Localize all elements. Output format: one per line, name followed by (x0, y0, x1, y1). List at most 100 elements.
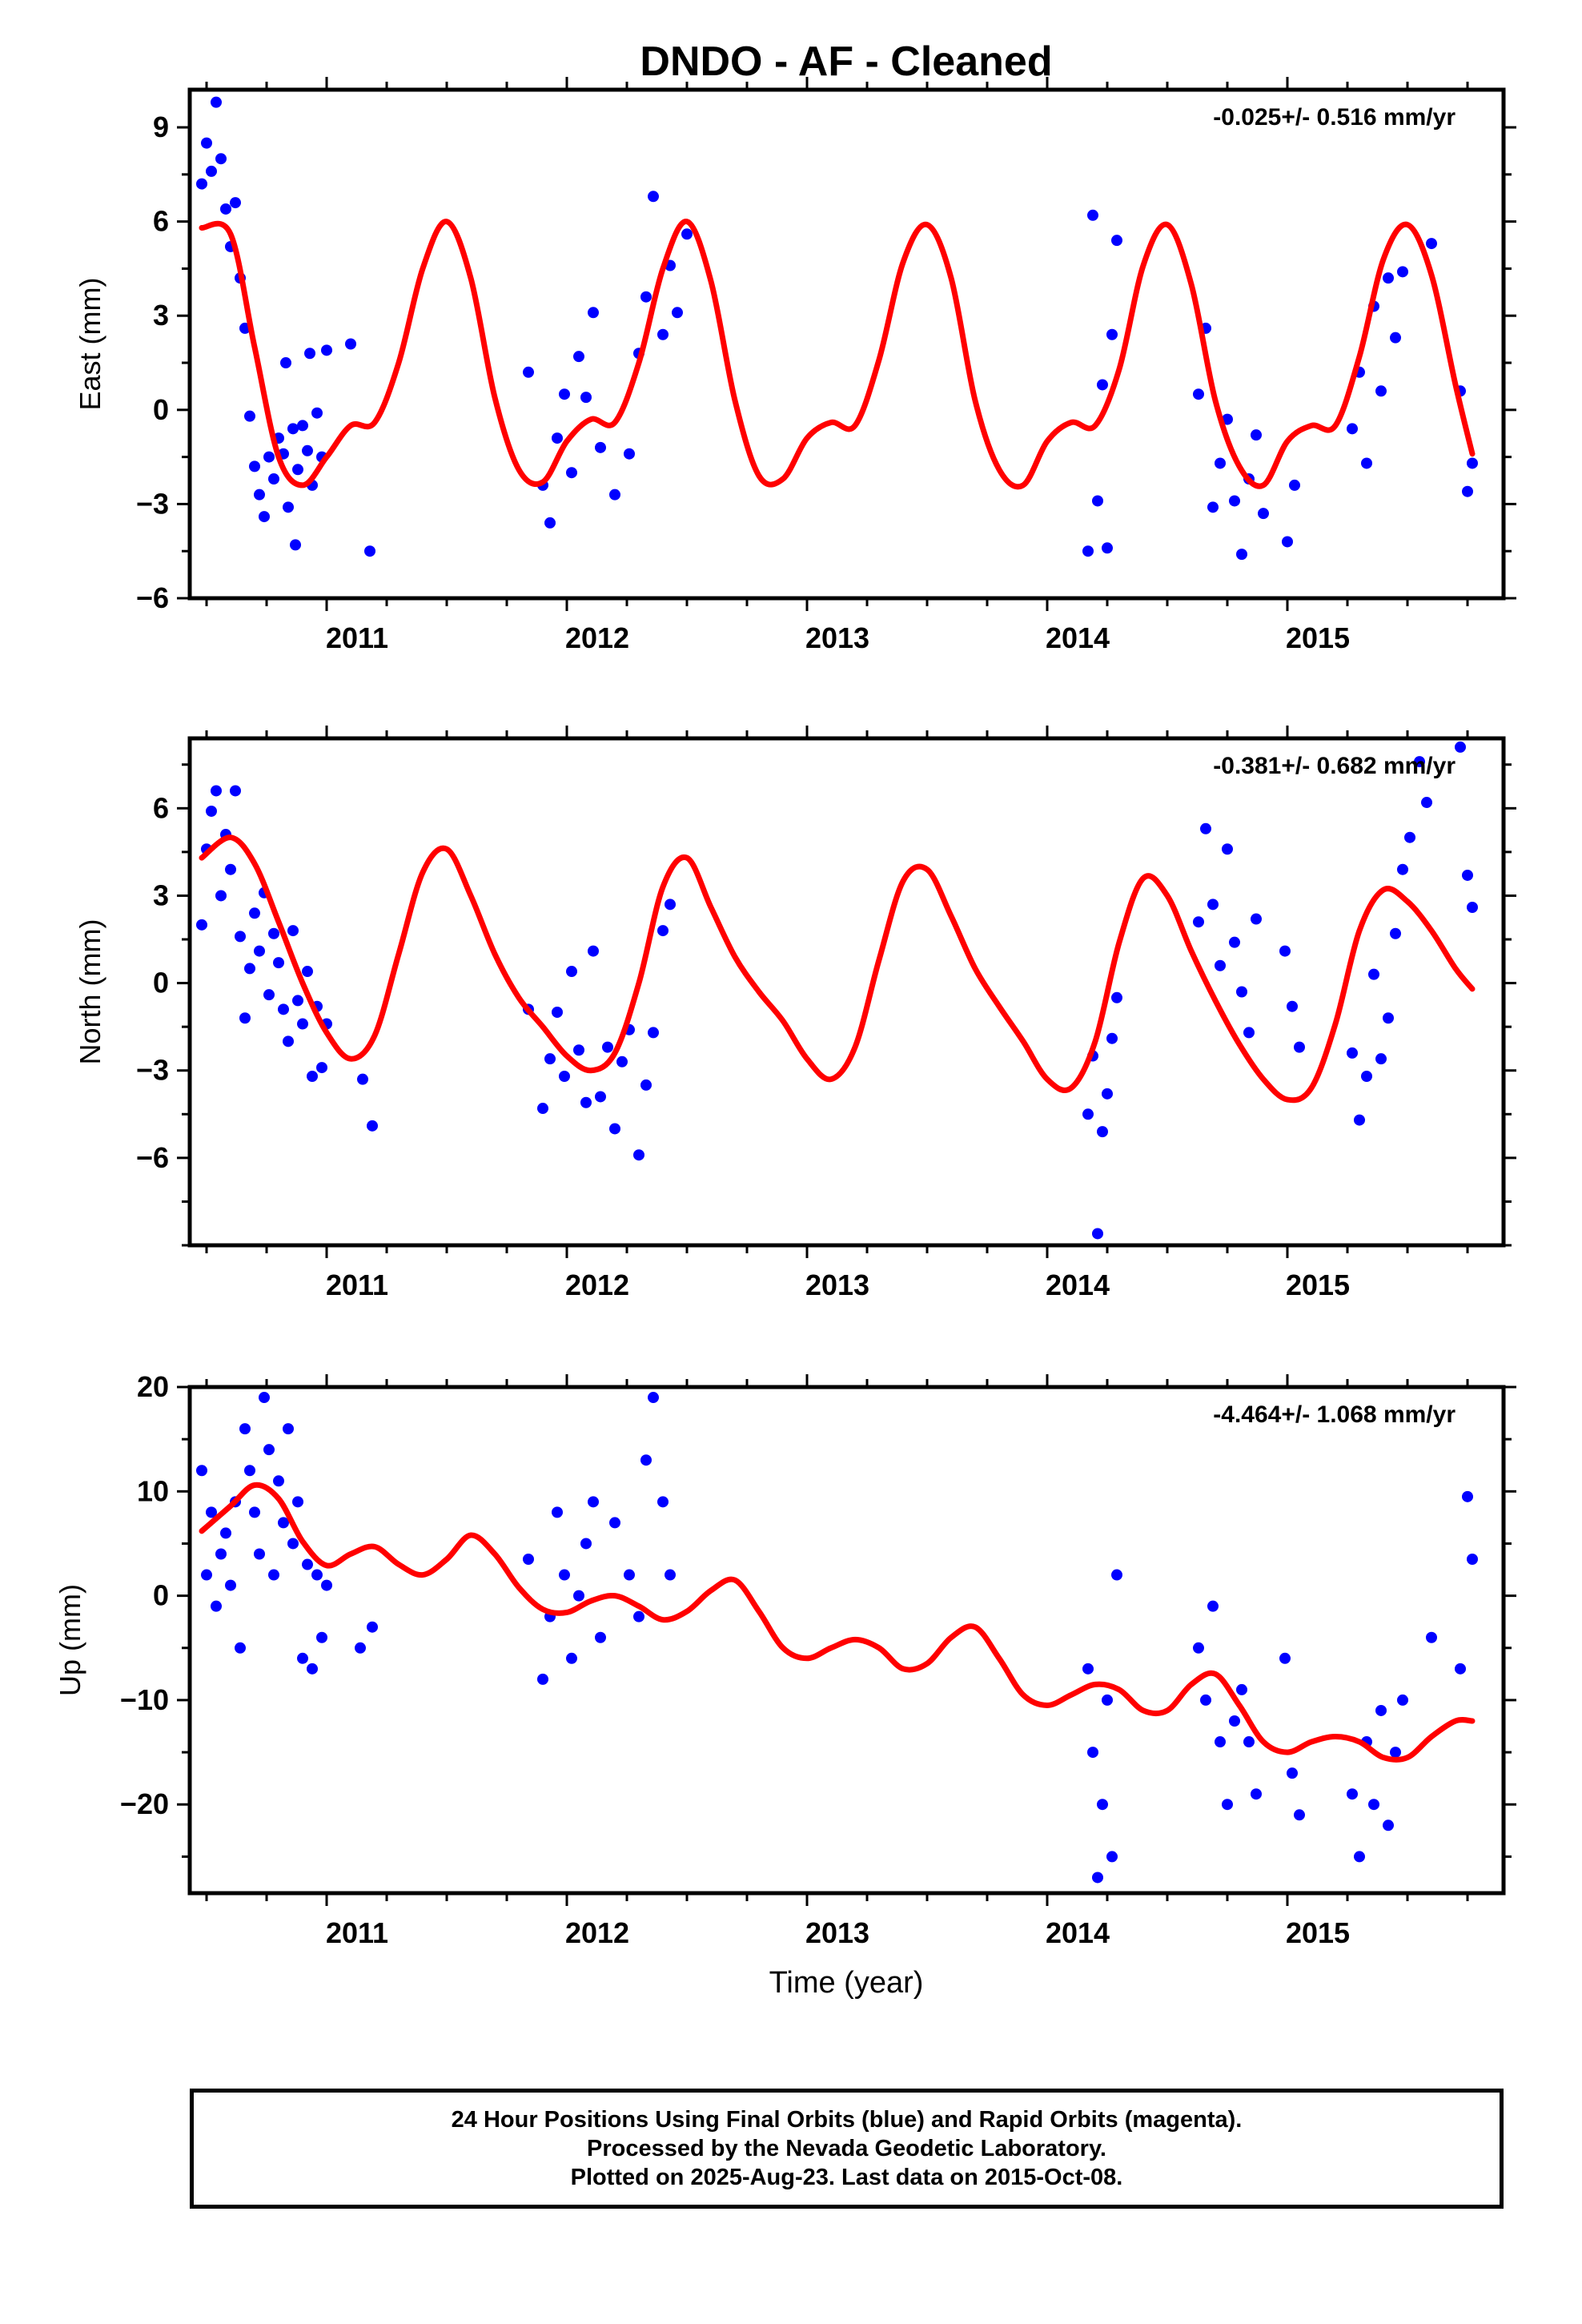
up-data-point (1397, 1694, 1408, 1706)
up-data-point (244, 1465, 255, 1477)
north-data-point (1467, 902, 1478, 913)
north-data-point (254, 945, 265, 957)
up-data-point (1455, 1663, 1466, 1675)
footer-line-2: Processed by the Nevada Geodetic Laborat… (587, 2136, 1106, 2161)
east-data-point (1111, 235, 1122, 247)
north-data-point (616, 1055, 628, 1068)
up-data-point (537, 1673, 548, 1685)
north-x-tick-label: 2015 (1286, 1269, 1350, 1301)
up-data-point (1215, 1736, 1226, 1748)
north-data-point (588, 945, 599, 957)
north-data-point (566, 966, 577, 978)
up-data-point (1229, 1715, 1240, 1727)
footer-line-3: Plotted on 2025-Aug-23. Last data on 201… (570, 2165, 1123, 2190)
north-data-point (206, 805, 217, 817)
east-y-tick-label: 6 (153, 205, 169, 238)
east-data-point (1087, 209, 1098, 221)
north-data-point (1397, 863, 1408, 875)
up-data-point (196, 1465, 207, 1477)
up-data-point (1368, 1799, 1379, 1811)
east-data-point (1361, 457, 1372, 469)
east-data-point (609, 489, 620, 501)
north-data-point (357, 1073, 368, 1085)
north-data-point (1200, 822, 1211, 834)
east-y-axis-label: East (mm) (74, 278, 106, 411)
up-data-point (278, 1517, 289, 1529)
east-data-point (215, 153, 227, 165)
up-data-point (1102, 1694, 1113, 1706)
up-data-point (1106, 1851, 1118, 1863)
up-data-point (316, 1631, 327, 1643)
east-data-point (230, 197, 241, 209)
panel-east: 2011 2012 2013 2014 2015 −6 −3 0 3 6 9 East (mm) -… (74, 77, 1516, 654)
east-data-point (566, 467, 577, 479)
up-data-point (1390, 1747, 1401, 1759)
north-data-point (307, 1071, 318, 1082)
up-data-point (580, 1538, 592, 1550)
up-data-point (367, 1621, 378, 1633)
east-data-point (573, 351, 584, 363)
up-data-point (302, 1558, 313, 1570)
north-data-point (196, 919, 207, 931)
north-data-point (1462, 869, 1473, 881)
up-data-point (1097, 1799, 1108, 1811)
up-data-point (1354, 1851, 1365, 1863)
up-data-point (1200, 1694, 1211, 1706)
east-x-tick-label: 2014 (1046, 621, 1110, 654)
east-data-point (1289, 479, 1300, 491)
north-x-tick-label: 2014 (1046, 1269, 1110, 1301)
north-data-point (215, 890, 227, 902)
east-fit-line (199, 219, 1476, 490)
east-plot-area (196, 96, 1478, 561)
north-data-point (609, 1123, 620, 1135)
east-data-point (1258, 508, 1269, 520)
east-data-point (1222, 413, 1233, 425)
east-data-point (552, 432, 563, 444)
up-data-point (1193, 1642, 1204, 1654)
up-data-point (239, 1423, 251, 1435)
north-data-point (552, 1006, 563, 1018)
east-x-tick-label: 2015 (1286, 621, 1350, 654)
up-data-point (311, 1569, 323, 1581)
north-plot-area (196, 741, 1478, 1240)
north-data-point (1279, 945, 1291, 957)
up-x-tick-label: 2011 (326, 1916, 388, 1949)
up-data-point (657, 1496, 669, 1508)
north-y-tick-label: −3 (136, 1054, 169, 1087)
north-plot-frame (187, 736, 1506, 1248)
north-data-point (273, 957, 284, 969)
up-data-point (355, 1642, 366, 1654)
east-data-point (211, 96, 222, 108)
north-data-point (1207, 899, 1219, 911)
north-data-point (602, 1041, 613, 1053)
north-data-point (249, 907, 260, 919)
east-data-point (1467, 457, 1478, 469)
east-data-point (1383, 272, 1394, 284)
east-data-point (1462, 485, 1473, 497)
east-data-point (206, 165, 217, 177)
east-data-point (1375, 385, 1387, 397)
east-data-point (304, 348, 315, 360)
up-data-point (1111, 1569, 1122, 1581)
north-data-point (1361, 1071, 1372, 1082)
up-data-point (1087, 1747, 1098, 1759)
north-data-point (1236, 986, 1247, 998)
up-data-point (1467, 1554, 1478, 1566)
east-data-point (1282, 536, 1293, 548)
north-data-point (297, 1018, 308, 1030)
north-x-tick-label: 2012 (565, 1269, 629, 1301)
up-data-point (624, 1569, 635, 1581)
up-data-point (215, 1548, 227, 1560)
up-data-point (1092, 1872, 1103, 1884)
north-data-point (1390, 927, 1401, 939)
east-rate-label: -0.025+/- 0.516 mm/yr (1213, 104, 1456, 131)
up-y-tick-label: 10 (137, 1474, 169, 1507)
up-plot-content: 2011 2012 2013 2014 2015 −20 −10 0 10 20 (120, 1370, 1516, 1949)
up-y-axis-label: Up (mm) (54, 1584, 86, 1696)
up-data-point (307, 1663, 318, 1675)
north-x-tick-label: 2013 (805, 1269, 869, 1301)
up-rate-label: -4.464+/- 1.068 mm/yr (1213, 1401, 1456, 1428)
up-data-point (665, 1569, 676, 1581)
east-data-point (364, 545, 375, 557)
